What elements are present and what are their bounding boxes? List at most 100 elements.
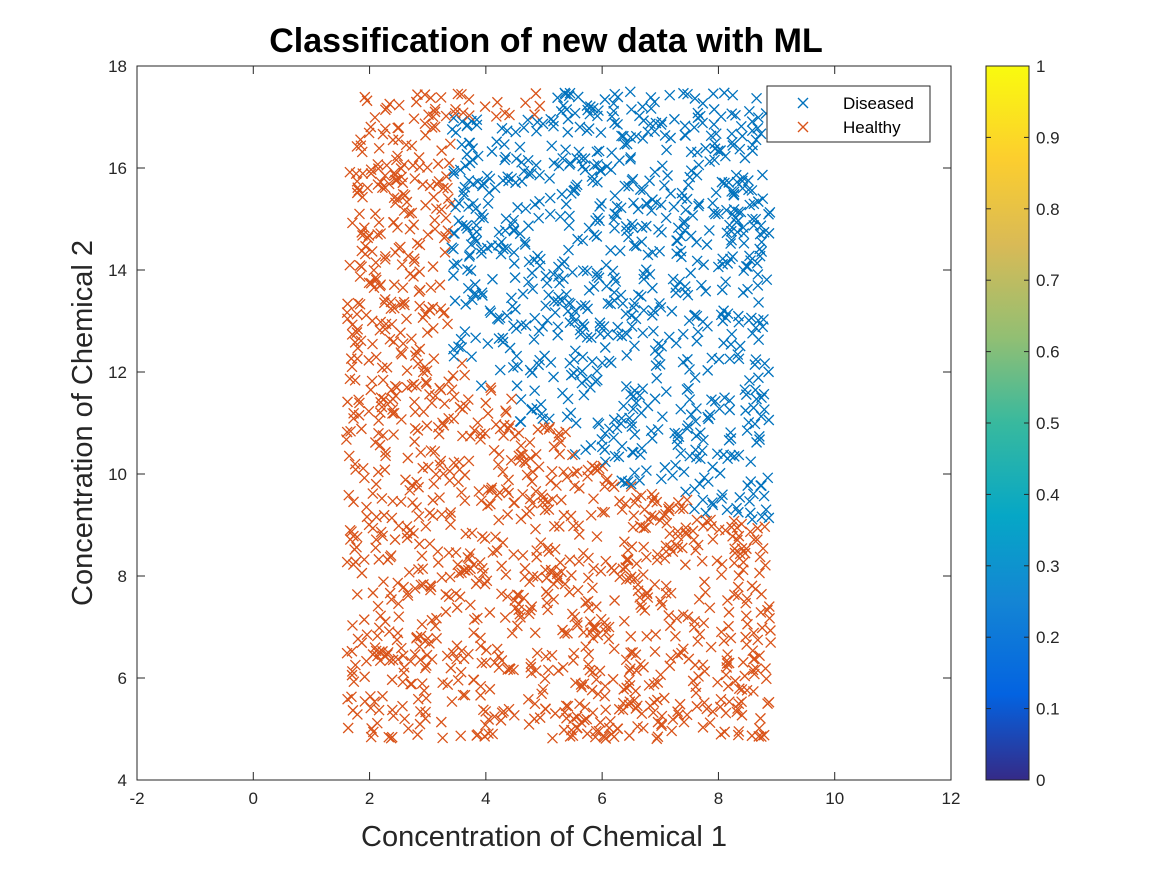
point-healthy [451,602,463,614]
point-healthy [393,134,404,146]
point-diseased [609,222,621,234]
point-diseased [731,216,742,228]
colorbar-ticks: 0 0.1 0.2 0.3 0.4 0.5 0.6 0.7 0.8 0.9 1 [986,57,1060,790]
point-diseased [497,336,509,348]
point-diseased [715,145,727,156]
point-diseased [616,440,628,452]
point-diseased [564,298,576,310]
point-diseased [615,417,627,429]
point-healthy [399,299,410,311]
point-healthy [487,547,499,558]
point-healthy [351,588,363,600]
point-healthy [343,450,355,462]
point-healthy [490,531,501,543]
point-diseased [517,288,529,300]
point-diseased [761,274,773,286]
point-diseased [454,164,466,176]
point-diseased [628,240,640,251]
point-healthy [524,604,536,616]
point-healthy [443,547,455,559]
point-healthy [377,430,389,441]
point-healthy [437,182,449,194]
point-diseased [614,245,626,257]
point-healthy [429,103,441,115]
point-healthy [625,571,637,583]
point-diseased [609,117,621,129]
point-healthy [429,214,441,226]
point-healthy [386,704,398,716]
point-diseased [636,236,648,248]
point-healthy [596,506,608,518]
point-healthy [356,245,368,257]
point-healthy [608,643,620,655]
point-diseased [746,116,758,128]
point-healthy [579,701,591,713]
point-healthy [420,692,432,704]
point-diseased [626,446,638,458]
point-diseased [566,266,578,278]
point-healthy [380,450,392,462]
point-diseased [464,249,476,261]
point-diseased [467,197,479,209]
point-diseased [726,328,738,340]
point-diseased [534,195,545,207]
point-healthy [398,205,410,217]
point-healthy [672,706,684,718]
point-healthy [586,684,598,696]
point-healthy [415,446,427,458]
point-healthy [407,159,419,171]
point-diseased [583,123,595,135]
point-diseased [703,224,715,236]
point-diseased [658,179,670,191]
point-diseased [494,312,506,324]
point-healthy [437,732,449,744]
point-healthy [620,498,632,510]
point-healthy [462,648,474,660]
point-healthy [342,396,353,408]
point-healthy [523,608,535,620]
point-healthy [530,485,542,497]
point-healthy [603,633,615,645]
point-healthy [600,626,612,638]
point-diseased [570,417,582,429]
point-healthy [736,518,748,530]
point-diseased [528,333,540,345]
point-healthy [427,322,439,334]
point-diseased [745,312,757,324]
point-healthy [729,547,741,559]
point-healthy [757,543,769,554]
point-diseased [448,259,460,271]
point-healthy [698,617,710,629]
point-healthy [600,704,612,716]
point-diseased [592,417,604,429]
point-diseased [743,374,755,386]
legend[interactable]: Diseased Healthy [766,85,931,143]
point-diseased [756,246,768,258]
point-healthy [712,676,724,688]
point-healthy [754,712,766,724]
point-healthy [361,95,373,107]
point-healthy [421,327,433,338]
point-healthy [497,537,509,549]
x-tick-label: 12 [942,789,961,808]
point-healthy [402,587,414,599]
point-healthy [534,712,546,724]
point-healthy [693,593,705,605]
point-healthy [392,598,404,610]
point-diseased [449,295,461,307]
point-healthy [366,375,378,387]
point-diseased [710,128,722,140]
point-diseased [475,243,487,255]
point-diseased [738,237,750,249]
point-healthy [463,455,475,467]
point-diseased [619,180,631,192]
point-healthy [397,338,409,350]
point-healthy [630,703,642,714]
point-healthy [587,621,599,633]
point-healthy [472,417,484,429]
point-healthy [755,606,767,618]
point-healthy [690,681,702,693]
point-healthy [411,380,422,392]
point-diseased [656,116,668,128]
point-diseased [640,465,652,477]
